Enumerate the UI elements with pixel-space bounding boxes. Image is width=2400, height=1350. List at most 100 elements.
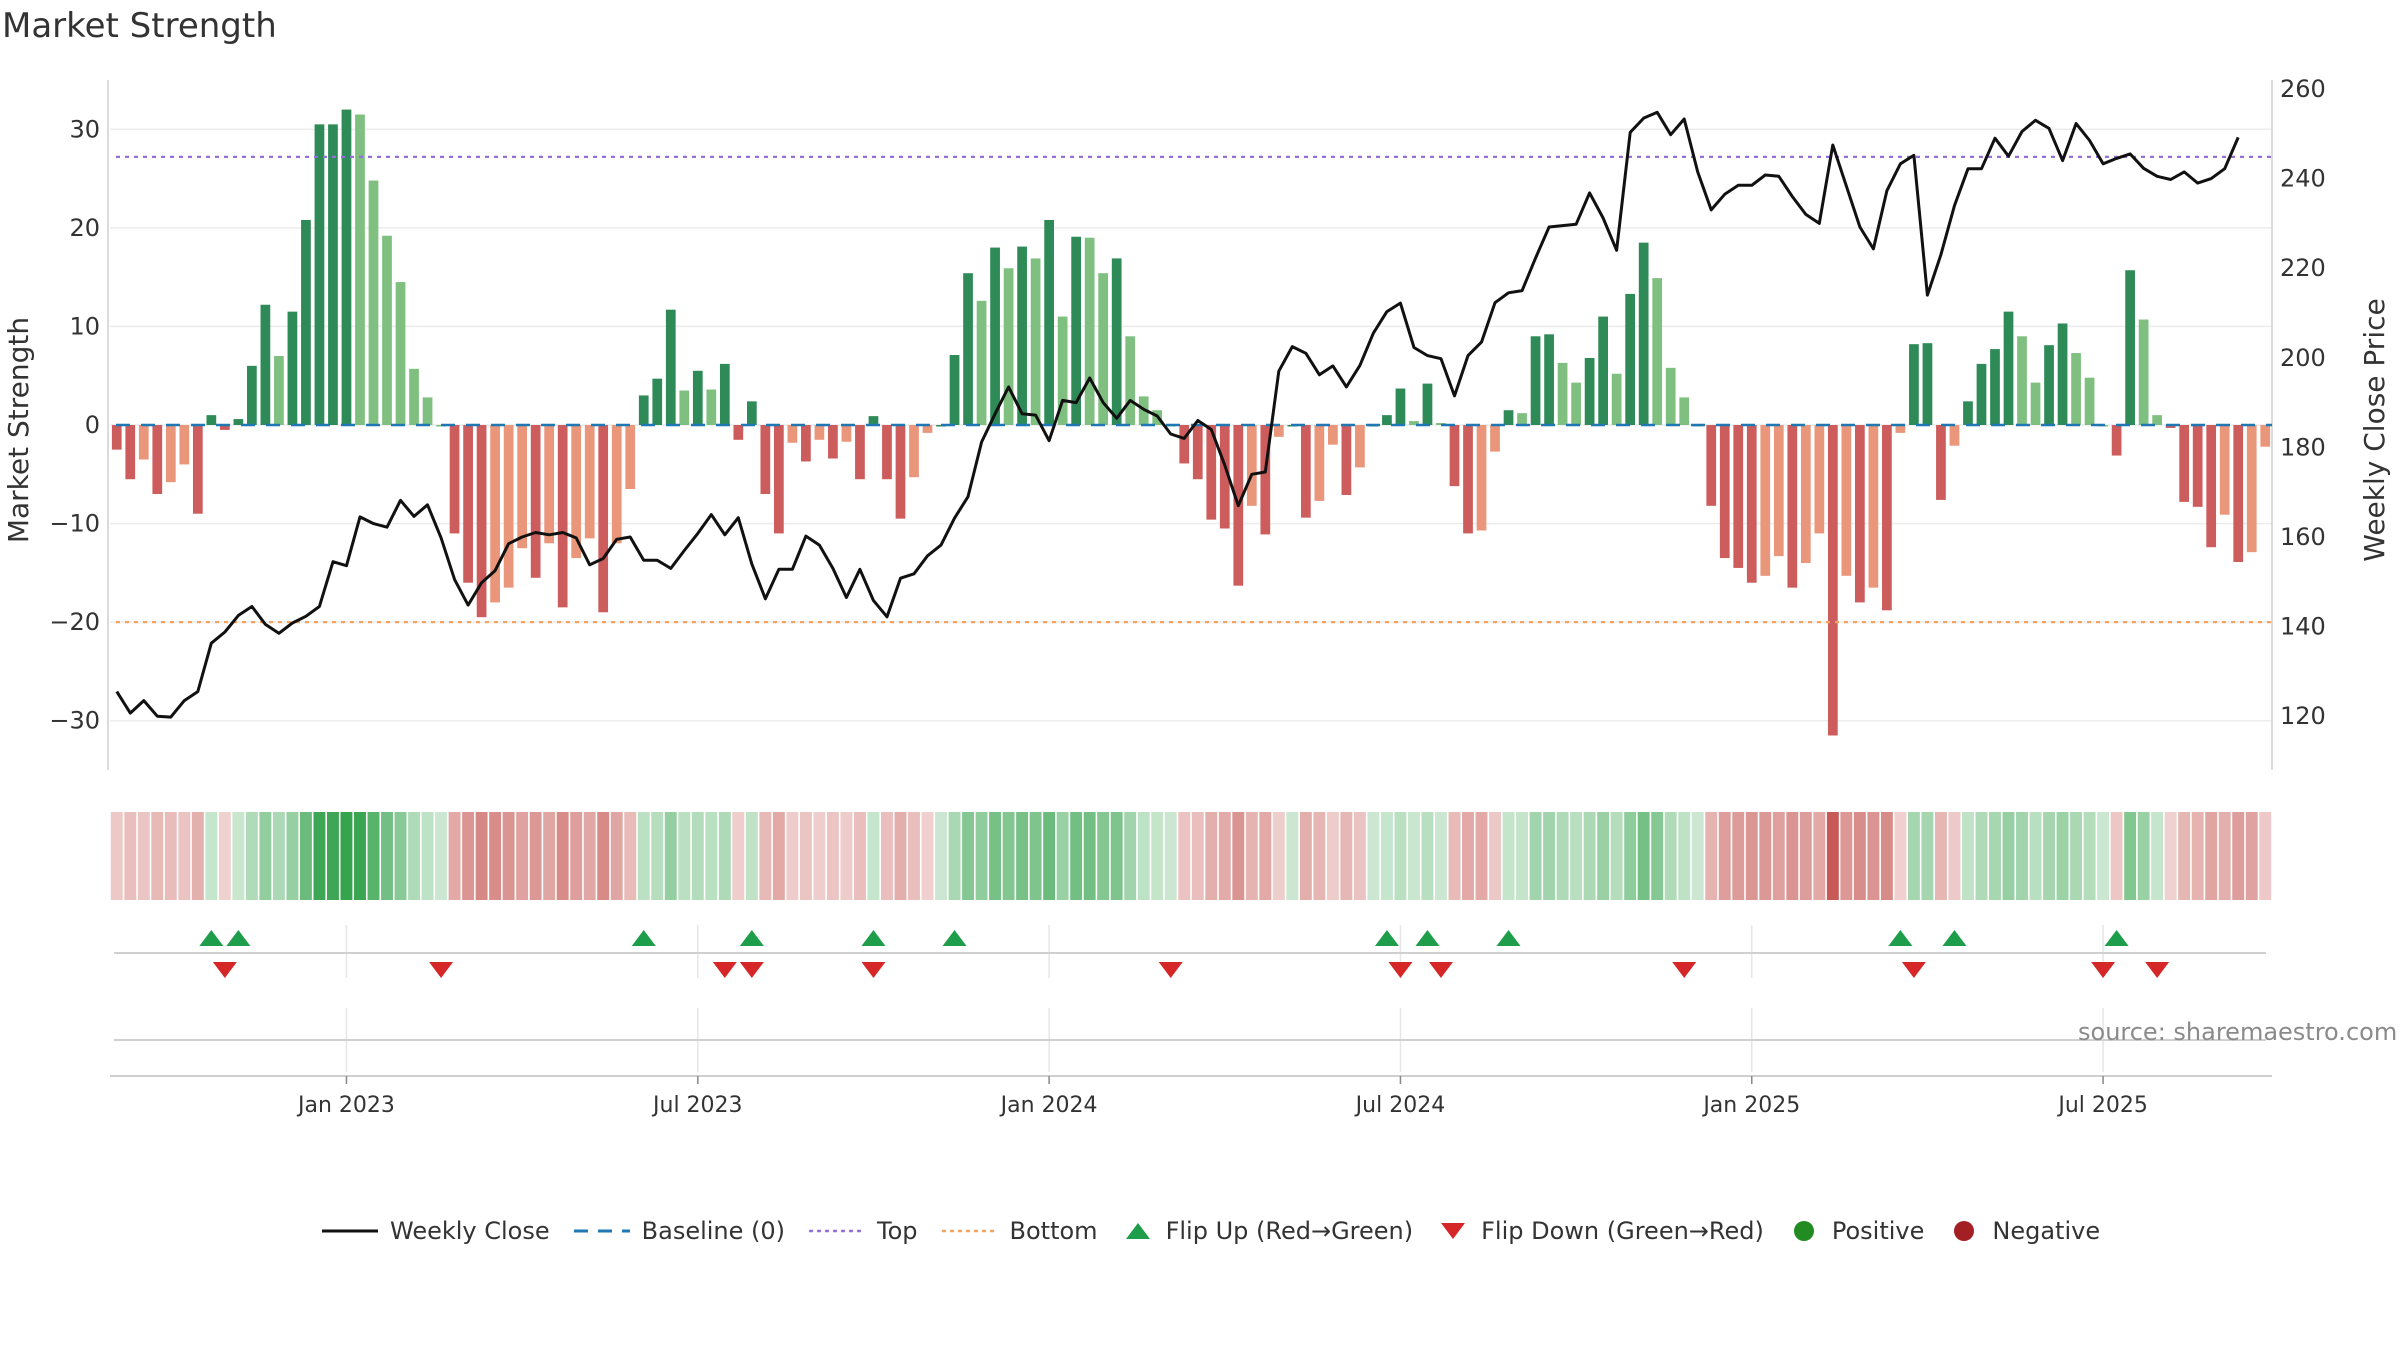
heat-cell	[1016, 812, 1029, 900]
triangle-up-icon	[1125, 1223, 1150, 1239]
y2-tick-label: 120	[2280, 702, 2326, 730]
strength-bar	[557, 425, 568, 608]
heat-cell	[1853, 812, 1866, 900]
heat-cell	[1299, 812, 1312, 900]
heat-cell	[1070, 812, 1083, 900]
flip-down-marker	[739, 962, 764, 978]
heat-cell	[1989, 812, 2001, 900]
strength-bar	[976, 300, 987, 425]
heat-cell	[989, 812, 1002, 900]
strength-bar	[314, 124, 325, 425]
heat-cell	[1232, 812, 1245, 900]
x-tick-label: Jan 2024	[999, 1093, 1098, 1118]
strength-bar	[1260, 425, 1271, 535]
flip-down-marker	[1428, 962, 1453, 978]
heat-cell	[1975, 812, 1988, 900]
positive-circle-icon	[1793, 1221, 1814, 1241]
heat-cell	[948, 812, 961, 900]
strength-bar	[1800, 425, 1811, 563]
heat-cell	[164, 812, 177, 900]
strength-bar	[1436, 423, 1446, 425]
strength-bar	[625, 425, 636, 490]
heat-cell	[1880, 812, 1893, 900]
strength-bar	[2192, 425, 2203, 507]
strength-bar	[1273, 425, 1284, 437]
strength-bar	[328, 124, 338, 425]
strength-bar	[530, 425, 541, 578]
heat-cell	[2259, 812, 2272, 900]
heat-cell	[1272, 812, 1285, 900]
strength-bar	[828, 425, 838, 459]
strength-bar	[1773, 425, 1784, 557]
flip-up-marker	[631, 930, 656, 946]
legend-item: Flip Down (Green→Red)	[1435, 1217, 1764, 1245]
strength-bar	[2017, 336, 2027, 425]
strength-bar	[1517, 413, 1527, 425]
strength-bar	[2111, 425, 2122, 456]
heat-cell	[2110, 812, 2123, 900]
heat-cell	[1029, 812, 1042, 900]
strength-bar	[179, 425, 190, 465]
x-tick-label: Jul 2025	[2056, 1093, 2148, 1118]
heat-cell	[232, 812, 245, 900]
heat-cell	[853, 812, 866, 900]
heat-cell	[1448, 812, 1461, 900]
strength-bar	[679, 390, 690, 425]
flip-up-marker	[226, 930, 251, 946]
heat-cell	[921, 812, 934, 900]
strength-bar	[719, 363, 730, 425]
strength-bar	[1057, 316, 1068, 425]
heat-cell	[1556, 812, 1569, 900]
heat-cell	[2191, 812, 2204, 900]
flip-up-marker	[739, 930, 764, 946]
heat-cell	[1124, 812, 1137, 900]
heat-cell	[516, 812, 529, 900]
heat-cell	[881, 812, 893, 900]
strength-bar	[774, 425, 784, 534]
flip-up-marker	[1415, 930, 1440, 946]
strength-bar	[2219, 425, 2230, 515]
strength-bar	[1909, 344, 1919, 425]
strength-bar	[611, 425, 622, 544]
heat-cell	[313, 812, 326, 900]
heat-cell	[1610, 812, 1623, 900]
heat-cell	[1151, 812, 1164, 900]
heat-cell	[1678, 812, 1691, 900]
legend-item: Weekly Close	[320, 1217, 550, 1245]
heat-cell	[1056, 812, 1069, 900]
strength-bar	[1652, 278, 1663, 425]
heat-cell	[1597, 812, 1610, 900]
heat-cell	[1840, 812, 1853, 900]
strength-bar	[1490, 425, 1500, 452]
legend-label: Bottom	[1009, 1217, 1098, 1245]
strength-bar	[274, 356, 284, 425]
strength-bar	[1476, 425, 1487, 531]
heat-cell	[489, 812, 502, 900]
strength-bar	[409, 368, 419, 425]
y2-tick-label: 140	[2280, 613, 2326, 641]
heat-cell	[1286, 812, 1299, 900]
heat-cell	[1097, 812, 1110, 900]
heat-cell	[556, 812, 569, 900]
heat-cell	[624, 812, 637, 900]
strength-bar	[233, 419, 244, 425]
y2-tick-label: 180	[2280, 433, 2326, 461]
strength-bar	[1409, 421, 1419, 425]
strength-bar	[449, 425, 460, 534]
heat-cell	[1894, 812, 1907, 900]
heat-cell	[2070, 812, 2083, 900]
flip-up-marker	[1496, 930, 1521, 946]
strength-bar	[1638, 242, 1649, 425]
heat-cell	[2218, 812, 2231, 900]
heat-cell	[1218, 812, 1231, 900]
strength-bar	[2044, 345, 2054, 425]
strength-bar	[746, 401, 757, 425]
strength-bar	[1760, 425, 1771, 576]
heat-cell	[1394, 812, 1407, 900]
strength-bar	[1719, 425, 1730, 559]
heat-cell	[1691, 812, 1704, 900]
x-tick-label: Jan 2025	[1701, 1093, 1800, 1118]
strength-bar	[301, 219, 311, 425]
